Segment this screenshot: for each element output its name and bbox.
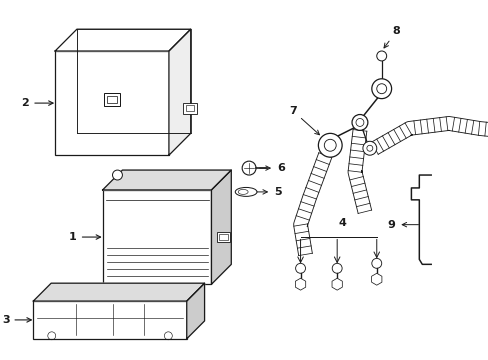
Circle shape	[318, 133, 342, 157]
Text: 4: 4	[338, 218, 346, 228]
Circle shape	[362, 141, 376, 155]
Text: 8: 8	[383, 26, 400, 48]
Circle shape	[371, 79, 391, 99]
Bar	[104, 93, 120, 105]
Polygon shape	[55, 29, 190, 51]
Bar	[102, 190, 211, 284]
Circle shape	[295, 264, 305, 273]
Ellipse shape	[235, 188, 257, 196]
Polygon shape	[33, 283, 204, 301]
Polygon shape	[186, 283, 204, 339]
Text: 1: 1	[69, 232, 101, 242]
Circle shape	[351, 114, 367, 130]
Text: 5: 5	[256, 187, 281, 197]
Text: 9: 9	[387, 220, 418, 230]
Text: 7: 7	[288, 105, 319, 135]
Polygon shape	[102, 170, 231, 190]
Bar	[185, 105, 193, 111]
Text: 6: 6	[259, 163, 284, 173]
Circle shape	[242, 161, 256, 175]
Circle shape	[331, 264, 342, 273]
Circle shape	[112, 170, 122, 180]
Bar	[107, 96, 117, 103]
Polygon shape	[168, 29, 190, 155]
Polygon shape	[211, 170, 231, 284]
Bar	[55, 51, 168, 155]
Circle shape	[371, 258, 381, 268]
Bar	[219, 234, 228, 240]
Bar	[217, 232, 230, 242]
Text: 3: 3	[2, 315, 31, 325]
Circle shape	[376, 51, 386, 61]
Bar	[183, 103, 196, 114]
Bar	[33, 301, 186, 339]
Text: 2: 2	[21, 98, 53, 108]
